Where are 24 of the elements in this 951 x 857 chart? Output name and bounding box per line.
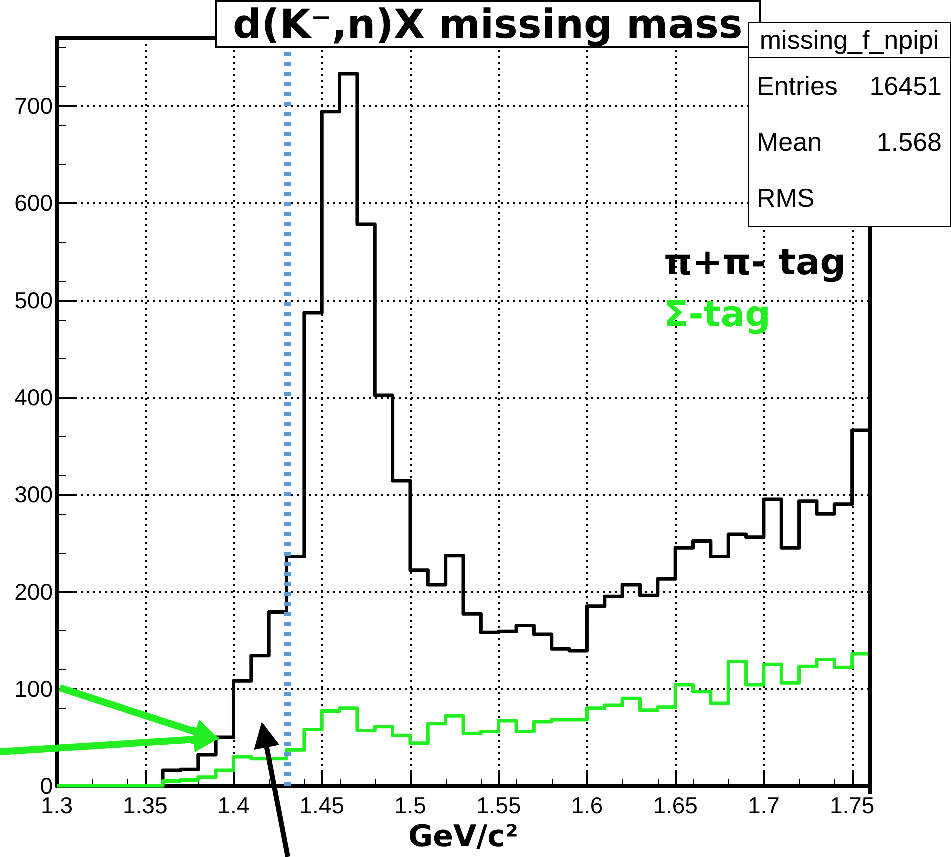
y-tick-label: 600 <box>14 190 53 216</box>
chart-title: d(K⁻,n)X missing mass <box>215 0 761 48</box>
y-tick-label: 500 <box>14 287 53 314</box>
y-tick-label: 400 <box>14 384 53 410</box>
x-axis-title: GeV/c² <box>408 820 519 854</box>
x-tick-label: 1.5 <box>394 792 426 819</box>
y-tick-label: 100 <box>14 676 53 702</box>
x-tick-label: 1.55 <box>476 792 522 819</box>
y-tick-label: 300 <box>14 482 53 508</box>
x-tick-label: 1.7 <box>748 792 780 819</box>
text: Σ-tag <box>664 294 771 336</box>
x-tick-label: 1.65 <box>653 792 698 819</box>
annotation: missing_f_npipi <box>749 23 950 58</box>
text: Mean 1.568 <box>757 127 942 157</box>
x-tick-label: 1.6 <box>571 792 604 819</box>
y-tick-label: 700 <box>14 93 53 120</box>
annotation: RMS <box>757 182 815 215</box>
y-tick-label: 200 <box>14 578 53 605</box>
x-tick-label: 1.4 <box>218 792 250 819</box>
x-tick-label: 1.35 <box>122 792 168 819</box>
x-tick-label: 1.45 <box>300 792 344 819</box>
text: Entries 16451 <box>757 71 942 101</box>
text: π+π- tag <box>664 242 846 284</box>
x-tick-label: 1.75 <box>830 792 875 819</box>
